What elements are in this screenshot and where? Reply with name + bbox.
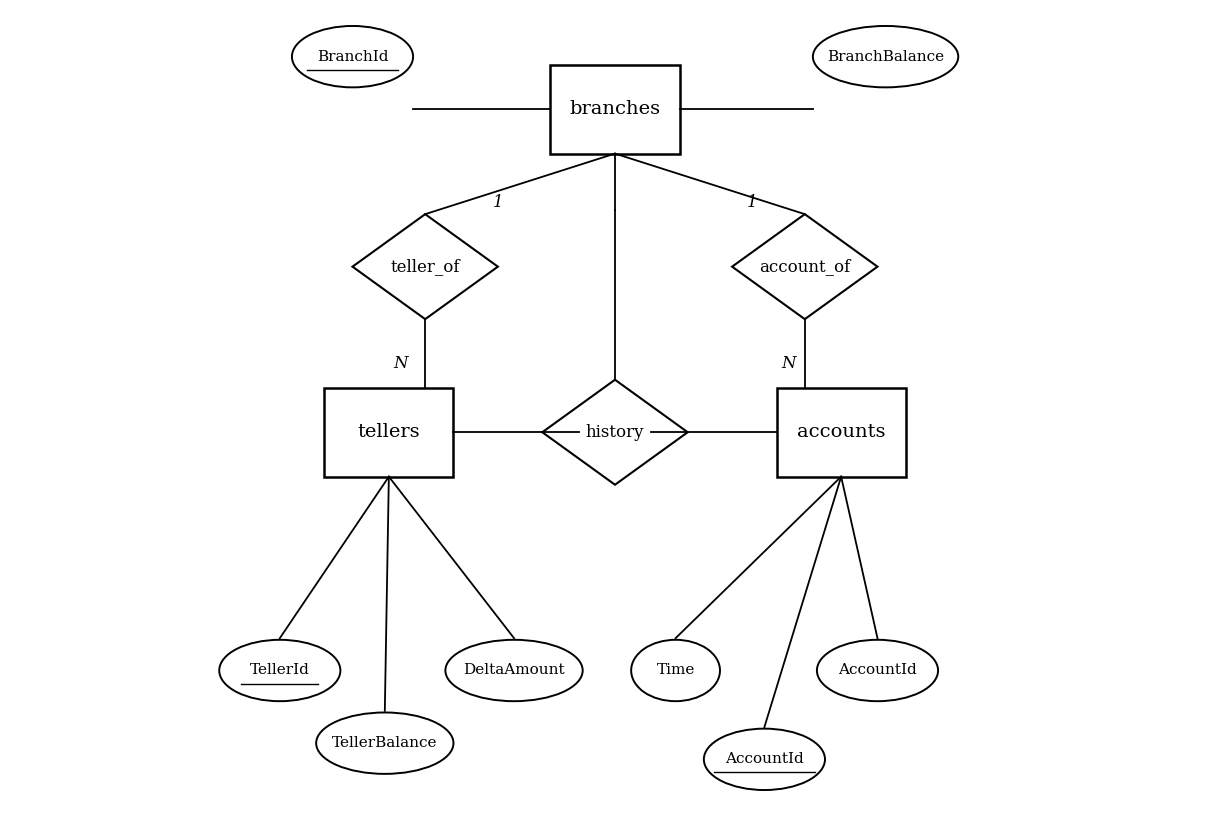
Polygon shape (732, 214, 877, 319)
Text: history: history (585, 424, 645, 441)
Ellipse shape (445, 640, 583, 701)
Text: accounts: accounts (797, 424, 886, 441)
Text: BranchBalance: BranchBalance (827, 50, 945, 64)
Text: tellers: tellers (358, 424, 421, 441)
Ellipse shape (704, 729, 825, 790)
Text: N: N (394, 355, 408, 372)
Text: account_of: account_of (759, 258, 850, 275)
Polygon shape (353, 214, 498, 319)
Text: N: N (781, 355, 796, 372)
Text: BranchId: BranchId (317, 50, 389, 64)
Bar (325, 388, 454, 477)
Text: TellerBalance: TellerBalance (332, 736, 438, 750)
Text: 1: 1 (747, 193, 758, 211)
Ellipse shape (631, 640, 720, 701)
Bar (550, 64, 680, 153)
Text: AccountId: AccountId (838, 663, 916, 677)
Ellipse shape (292, 26, 413, 87)
Text: Time: Time (657, 663, 695, 677)
Text: 1: 1 (492, 193, 503, 211)
Text: branches: branches (569, 100, 661, 118)
Bar (776, 388, 905, 477)
Ellipse shape (316, 712, 454, 774)
Text: teller_of: teller_of (390, 258, 460, 275)
Text: TellerId: TellerId (250, 663, 310, 677)
Text: AccountId: AccountId (724, 752, 803, 766)
Ellipse shape (813, 26, 958, 87)
Ellipse shape (817, 640, 938, 701)
Text: DeltaAmount: DeltaAmount (464, 663, 565, 677)
Ellipse shape (219, 640, 341, 701)
Polygon shape (542, 379, 688, 485)
